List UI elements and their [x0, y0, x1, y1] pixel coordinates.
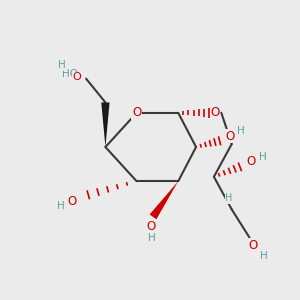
Text: HO: HO — [62, 69, 78, 79]
Text: O: O — [246, 155, 256, 168]
Text: H: H — [225, 193, 232, 203]
Polygon shape — [150, 181, 178, 219]
Text: H: H — [259, 152, 267, 162]
Text: O: O — [147, 220, 156, 233]
Text: O: O — [73, 72, 82, 82]
Text: O: O — [68, 195, 77, 208]
Text: H: H — [260, 251, 268, 261]
Text: H: H — [148, 233, 155, 243]
Text: H: H — [237, 126, 244, 136]
Text: O: O — [248, 238, 258, 252]
Text: H: H — [57, 201, 65, 211]
Text: O: O — [210, 106, 219, 119]
Polygon shape — [101, 102, 110, 147]
Text: O: O — [225, 130, 234, 142]
Text: H: H — [58, 60, 66, 70]
Text: O: O — [132, 106, 141, 119]
